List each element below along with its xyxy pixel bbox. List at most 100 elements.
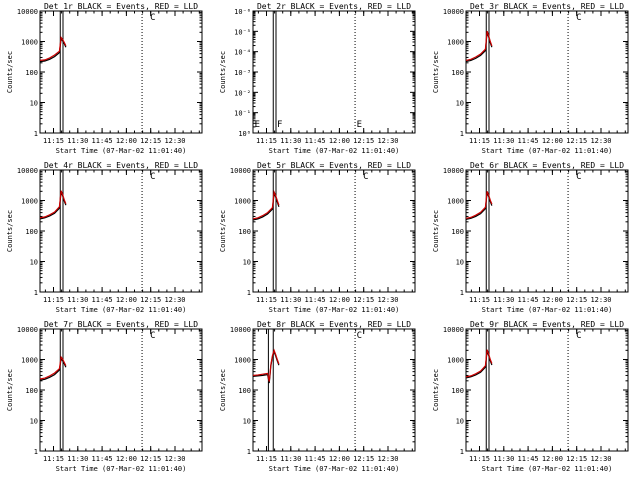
y-tick-label: 1 bbox=[247, 289, 251, 297]
x-tick-label: 11:30 bbox=[493, 296, 514, 304]
x-tick-label: 11:15 bbox=[43, 296, 64, 304]
x-tick-label: 11:45 bbox=[92, 137, 113, 145]
x-tick-label: 12:00 bbox=[542, 455, 563, 463]
x-tick-label: 12:00 bbox=[116, 455, 137, 463]
x-tick-label: 11:45 bbox=[305, 296, 326, 304]
y-tick-label: 10000 bbox=[17, 167, 38, 175]
x-axis-label: Start Time (07-Mar-02 11:01:40) bbox=[56, 306, 187, 314]
plot-frame bbox=[252, 169, 416, 293]
x-tick-label: 11:45 bbox=[518, 137, 539, 145]
events-series-line bbox=[465, 32, 493, 63]
chart-title: Det 9r BLACK = Events, RED = LLD bbox=[470, 320, 624, 329]
chart-panel: Det 6r BLACK = Events, RED = LLD 10000 100… bbox=[432, 161, 629, 314]
x-tick-label: 11:15 bbox=[256, 296, 277, 304]
x-tick-label: 11:30 bbox=[67, 137, 88, 145]
x-axis-label: Start Time (07-Mar-02 11:01:40) bbox=[482, 465, 613, 473]
chart-title: Det 7r BLACK = Events, RED = LLD bbox=[44, 320, 198, 329]
y-tick-label: 1 bbox=[247, 448, 251, 456]
y-axis-label: Counts/sec bbox=[432, 210, 440, 252]
lld-series-line bbox=[39, 35, 67, 61]
x-tick-label: 11:45 bbox=[92, 455, 113, 463]
chart-title: Det 4r BLACK = Events, RED = LLD bbox=[44, 161, 198, 170]
x-tick-label: 12:00 bbox=[329, 455, 350, 463]
y-tick-label: 10000 bbox=[17, 326, 38, 334]
y-tick-label: 10 bbox=[456, 100, 464, 108]
x-tick-label: 12:15 bbox=[140, 455, 161, 463]
plot-frame bbox=[465, 169, 629, 293]
event-marker: C bbox=[576, 13, 581, 23]
event-marker: C bbox=[357, 331, 362, 341]
x-tick-label: 12:15 bbox=[353, 137, 374, 145]
y-tick-label: 1000 bbox=[21, 198, 38, 206]
x-tick-label: 12:15 bbox=[353, 296, 374, 304]
plot-frame bbox=[252, 10, 416, 134]
event-marker: C bbox=[576, 331, 581, 341]
y-tick-label: 1000 bbox=[21, 39, 38, 47]
chart-panel: Det 9r BLACK = Events, RED = LLD 10000 100… bbox=[432, 320, 629, 473]
y-tick-label: 10 bbox=[30, 259, 38, 267]
x-tick-label: 12:30 bbox=[590, 455, 611, 463]
x-tick-label: 12:15 bbox=[566, 455, 587, 463]
x-tick-label: 12:30 bbox=[164, 296, 185, 304]
y-tick-label: 100 bbox=[238, 228, 251, 236]
y-tick-label: 10 bbox=[243, 418, 251, 426]
x-tick-label: 12:30 bbox=[590, 137, 611, 145]
x-axis-label: Start Time (07-Mar-02 11:01:40) bbox=[269, 465, 400, 473]
events-series-line bbox=[252, 349, 280, 384]
events-series-line bbox=[39, 37, 67, 63]
event-marker: E bbox=[255, 120, 260, 130]
y-tick-label: 10 bbox=[30, 418, 38, 426]
y-tick-label: 10 bbox=[456, 418, 464, 426]
event-marker: C bbox=[150, 13, 155, 23]
x-tick-label: 12:15 bbox=[566, 137, 587, 145]
y-tick-label: 10⁻⁴ bbox=[234, 49, 251, 57]
x-tick-label: 12:30 bbox=[377, 455, 398, 463]
x-tick-label: 11:45 bbox=[518, 455, 539, 463]
event-marker: C bbox=[363, 172, 368, 182]
chart-panel: Det 3r BLACK = Events, RED = LLD 10000 100… bbox=[432, 2, 629, 155]
y-tick-label: 10⁻⁵ bbox=[234, 28, 251, 36]
y-tick-label: 1 bbox=[460, 289, 464, 297]
x-axis-label: Start Time (07-Mar-02 11:01:40) bbox=[482, 147, 613, 155]
x-tick-label: 11:45 bbox=[305, 455, 326, 463]
events-series-line bbox=[465, 192, 493, 220]
events-series-line bbox=[252, 191, 280, 221]
y-tick-label: 100 bbox=[451, 69, 464, 77]
x-tick-label: 11:15 bbox=[469, 137, 490, 145]
events-series-line bbox=[39, 191, 67, 220]
y-axis-label: Counts/sec bbox=[432, 369, 440, 411]
y-tick-label: 10000 bbox=[443, 8, 464, 16]
lld-series-line bbox=[465, 349, 493, 378]
chart-title: Det 1r BLACK = Events, RED = LLD bbox=[44, 2, 198, 11]
y-tick-label: 10000 bbox=[230, 167, 251, 175]
y-tick-label: 10000 bbox=[443, 167, 464, 175]
x-tick-label: 12:00 bbox=[329, 137, 350, 145]
y-tick-label: 10 bbox=[30, 100, 38, 108]
y-tick-label: 10⁻² bbox=[234, 89, 251, 97]
x-tick-label: 11:15 bbox=[469, 455, 490, 463]
events-series-line bbox=[465, 350, 493, 379]
event-marker: C bbox=[150, 331, 155, 341]
y-tick-label: 10000 bbox=[230, 326, 251, 334]
y-tick-label: 100 bbox=[25, 228, 38, 236]
chart-title: Det 8r BLACK = Events, RED = LLD bbox=[257, 320, 411, 329]
y-tick-label: 1000 bbox=[234, 198, 251, 206]
y-tick-label: 10⁰ bbox=[238, 130, 251, 138]
y-tick-label: 100 bbox=[25, 69, 38, 77]
x-tick-label: 12:00 bbox=[329, 296, 350, 304]
y-tick-label: 1000 bbox=[234, 357, 251, 365]
event-marker: F bbox=[277, 120, 282, 130]
x-axis-label: Start Time (07-Mar-02 11:01:40) bbox=[56, 465, 187, 473]
x-axis-label: Start Time (07-Mar-02 11:01:40) bbox=[269, 147, 400, 155]
x-tick-label: 11:15 bbox=[43, 455, 64, 463]
event-marker: C bbox=[576, 172, 581, 182]
x-tick-label: 12:00 bbox=[542, 137, 563, 145]
y-tick-label: 1 bbox=[34, 289, 38, 297]
y-tick-label: 10000 bbox=[443, 326, 464, 334]
y-axis-label: Counts/sec bbox=[6, 210, 14, 252]
y-tick-label: 1 bbox=[460, 130, 464, 138]
x-tick-label: 12:15 bbox=[566, 296, 587, 304]
chart-panel: Det 8r BLACK = Events, RED = LLD 10000 100… bbox=[219, 320, 416, 473]
y-axis-label: Counts/sec bbox=[219, 369, 227, 411]
